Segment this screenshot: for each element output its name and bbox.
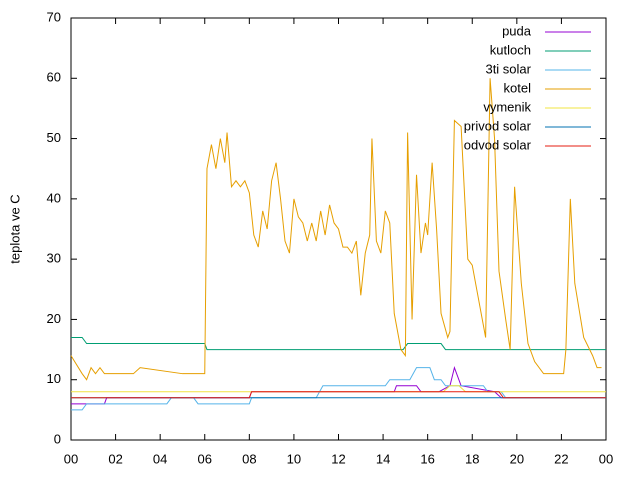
plot-border [70, 17, 607, 441]
x-tick-label: 00 [64, 451, 78, 466]
x-tick-label: 06 [198, 451, 212, 466]
y-axis-label: teplota ve C [7, 194, 22, 263]
series-line [71, 337, 606, 351]
y-tick-label: 50 [47, 130, 61, 145]
x-tick-label: 04 [153, 451, 167, 466]
legend-label: 3ti solar [485, 61, 531, 76]
y-tick-label: 30 [47, 251, 61, 266]
x-tick-label: 12 [331, 451, 345, 466]
y-tick-label: 0 [54, 431, 61, 446]
series-line [71, 367, 606, 411]
x-tick-label: 22 [554, 451, 568, 466]
legend-label: odvod solar [464, 137, 532, 152]
y-tick-label: 70 [47, 9, 61, 24]
legend-label: vymenik [483, 99, 531, 114]
series-line [71, 385, 606, 393]
y-tick-label: 40 [47, 190, 61, 205]
x-tick-label: 08 [242, 451, 256, 466]
x-tick-label: 20 [510, 451, 524, 466]
x-tick-label: 00 [599, 451, 613, 466]
x-tick-label: 10 [287, 451, 301, 466]
legend-label: privod solar [464, 118, 532, 133]
y-tick-label: 10 [47, 371, 61, 386]
series-line [71, 391, 606, 399]
x-tick-label: 02 [108, 451, 122, 466]
x-tick-label: 18 [465, 451, 479, 466]
y-tick-label: 60 [47, 70, 61, 85]
legend-label: puda [502, 23, 532, 38]
y-tick-label: 20 [47, 311, 61, 326]
legend-label: kutloch [490, 42, 531, 57]
series-line [70, 78, 602, 381]
x-tick-label: 14 [376, 451, 390, 466]
x-tick-label: 16 [420, 451, 434, 466]
legend-label: kotel [504, 80, 532, 95]
